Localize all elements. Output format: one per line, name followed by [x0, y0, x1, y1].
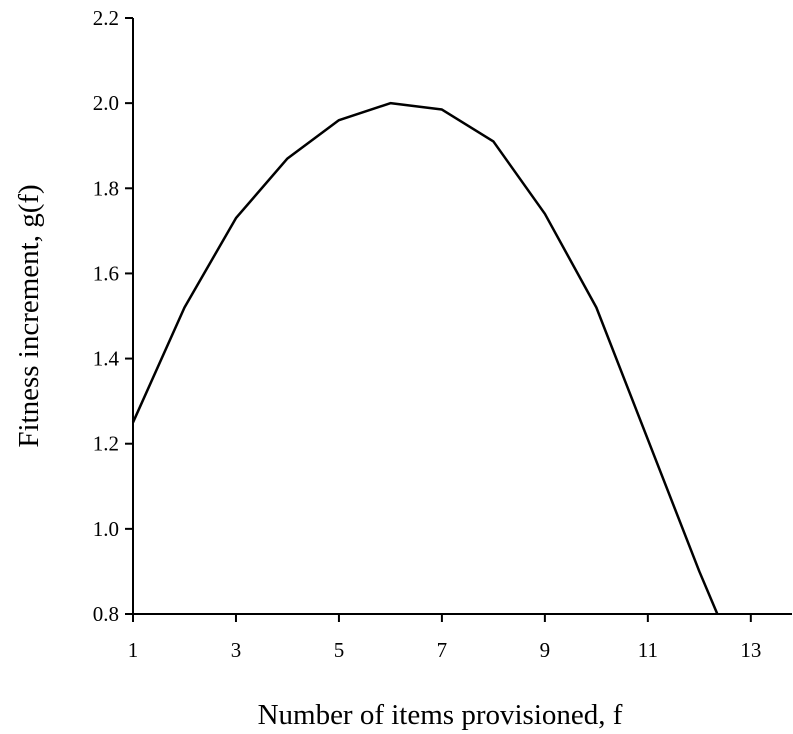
curve	[131, 101, 719, 615]
y-tick-label: 1.2	[93, 432, 119, 456]
y-tick-label: 1.4	[93, 347, 120, 371]
x-tick-label: 13	[740, 638, 761, 662]
x-tick-label: 3	[231, 638, 242, 662]
x-tick-label: 9	[540, 638, 551, 662]
y-tick-label: 2.0	[93, 91, 119, 115]
x-tick-label: 7	[437, 638, 448, 662]
x-tick-label: 11	[638, 638, 658, 662]
y-axis-label: Fitness increment, g(f)	[13, 184, 45, 447]
y-tick-label: 1.0	[93, 517, 119, 541]
x-tick-label: 1	[128, 638, 139, 662]
x-axis-label: Number of items provisioned, f	[258, 699, 623, 731]
y-tick-label: 1.6	[93, 261, 119, 285]
y-tick-label: 1.8	[93, 176, 119, 200]
y-tick-label: 0.8	[93, 602, 119, 626]
x-tick-label: 5	[334, 638, 345, 662]
y-tick-label: 2.2	[93, 6, 119, 30]
